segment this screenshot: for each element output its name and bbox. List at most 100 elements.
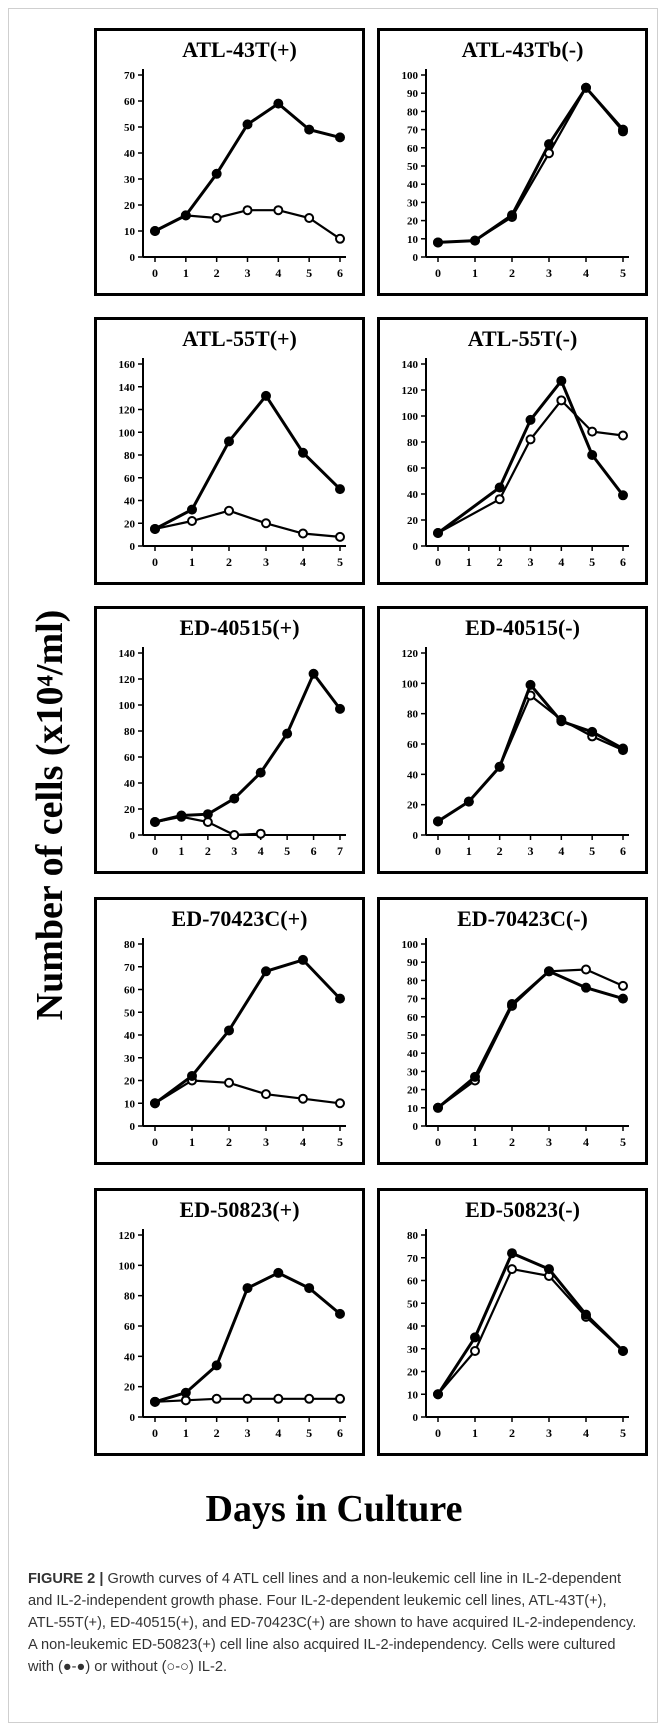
y-tick-label: 40 [124, 778, 136, 790]
x-tick-label: 5 [284, 844, 290, 858]
chart-svg: ATL-55T(-) 0 20 40 60 80 100 120 140 0 1 2 3 4 5 6 [402, 326, 629, 569]
y-tick-label: 40 [407, 769, 419, 781]
x-tick-label: 4 [275, 266, 281, 280]
series-line-without-il2 [437, 398, 624, 534]
x-tick-label: 4 [300, 1135, 306, 1149]
x-tick-label: 0 [435, 555, 441, 569]
chart-svg: ATL-43Tb(-) 0 10 20 30 40 50 60 70 80 90 100 0 1 2 3 4 5 [402, 37, 629, 280]
point-filled [335, 993, 345, 1004]
point-filled [433, 237, 443, 248]
point-open [229, 830, 240, 840]
point-open [618, 430, 628, 441]
caption-text: Growth curves of 4 ATL cell lines and a … [28, 1571, 637, 1675]
point-open [273, 205, 284, 216]
point-filled [507, 210, 517, 221]
y-tick-label: 0 [130, 252, 136, 264]
x-tick-label: 3 [263, 1135, 269, 1149]
x-tick-label: 6 [337, 1426, 343, 1440]
point-open [335, 1393, 345, 1404]
y-tick-label: 40 [124, 148, 136, 160]
x-tick-label: 0 [152, 555, 158, 569]
point-open [224, 1077, 234, 1088]
point-filled [544, 1264, 554, 1275]
x-tick-label: 1 [183, 266, 189, 280]
x-tick-label: 1 [183, 1426, 189, 1440]
x-tick-label: 0 [435, 844, 441, 858]
x-tick-label: 4 [258, 844, 264, 858]
y-tick-label: 30 [407, 1066, 419, 1078]
point-open [335, 233, 345, 244]
point-open [224, 505, 234, 516]
point-filled [507, 999, 517, 1010]
y-tick-label: 90 [407, 957, 419, 969]
point-open [581, 964, 591, 975]
x-tick-label: 3 [245, 1426, 251, 1440]
y-tick-label: 100 [402, 939, 419, 951]
point-filled [298, 954, 308, 965]
series-line-without-il2 [154, 1079, 341, 1105]
y-tick-label: 40 [407, 489, 419, 501]
chart-svg: ED-40515(-) 0 20 40 60 80 100 120 0 1 2 3 4 5 6 [402, 615, 629, 858]
point-filled [298, 447, 308, 458]
point-open [618, 980, 628, 991]
y-tick-label: 100 [402, 678, 419, 690]
point-filled [335, 132, 345, 143]
point-filled [433, 528, 443, 538]
y-tick-label: 10 [407, 1103, 419, 1115]
y-tick-label: 60 [124, 985, 136, 997]
y-tick-label: 60 [407, 739, 419, 751]
y-tick-label: 80 [407, 1230, 419, 1242]
point-open [525, 434, 536, 445]
y-tick-label: 60 [124, 96, 136, 108]
y-tick-label: 120 [402, 385, 419, 397]
chart-panel: ATL-55T(+) 0 20 40 60 80 100 120 140 160 0 1 2 3 4 5 [94, 317, 365, 585]
y-tick-label: 100 [119, 1260, 136, 1272]
chart-title: ATL-43Tb(-) [462, 37, 584, 62]
chart-title: ED-40515(-) [465, 615, 580, 640]
y-tick-label: 0 [413, 1121, 419, 1133]
point-filled [308, 668, 319, 679]
point-filled [150, 523, 160, 534]
x-tick-label: 1 [189, 555, 195, 569]
x-tick-label: 2 [509, 1426, 515, 1440]
point-filled [187, 1070, 197, 1081]
y-tick-label: 50 [124, 122, 136, 134]
chart-title: ED-70423C(-) [457, 906, 588, 931]
point-open [470, 1346, 480, 1357]
point-open [187, 515, 197, 526]
y-tick-label: 100 [119, 700, 136, 712]
point-open [335, 1098, 345, 1109]
x-tick-label: 3 [231, 844, 237, 858]
y-tick-label: 80 [407, 975, 419, 987]
point-filled [335, 703, 345, 714]
y-tick-label: 30 [124, 174, 136, 186]
y-tick-label: 80 [124, 726, 136, 738]
point-filled [433, 1102, 443, 1113]
x-tick-label: 0 [152, 1426, 158, 1440]
y-tick-label: 0 [413, 1412, 419, 1424]
chart-panel: ED-70423C(+) 0 10 20 30 40 50 60 70 80 0 1 2 3 4 5 [94, 897, 365, 1165]
x-tick-label: 5 [337, 1135, 343, 1149]
point-filled [187, 504, 197, 515]
y-tick-label: 10 [407, 234, 419, 246]
x-tick-label: 2 [497, 844, 503, 858]
point-filled [556, 716, 567, 727]
point-filled [618, 743, 628, 754]
point-open [211, 213, 222, 223]
chart-panel: ED-40515(+) 0 20 40 60 80 100 120 140 0 1 2 3 4 5 6 7 [94, 606, 365, 874]
x-tick-label: 3 [245, 266, 251, 280]
point-filled [525, 679, 536, 690]
y-tick-label: 70 [407, 1253, 419, 1265]
x-axis-label: Days in Culture [205, 1488, 463, 1530]
x-tick-label: 0 [435, 1135, 441, 1149]
y-tick-label: 140 [402, 359, 419, 371]
y-tick-label: 60 [124, 473, 136, 485]
x-tick-label: 2 [205, 844, 211, 858]
x-tick-label: 0 [152, 844, 158, 858]
chart-title: ATL-55T(-) [468, 326, 578, 351]
point-filled [304, 1283, 315, 1294]
figure-frame [8, 8, 658, 1723]
point-open [242, 1393, 253, 1404]
point-filled [463, 796, 474, 807]
chart-title: ED-70423C(+) [172, 906, 308, 931]
